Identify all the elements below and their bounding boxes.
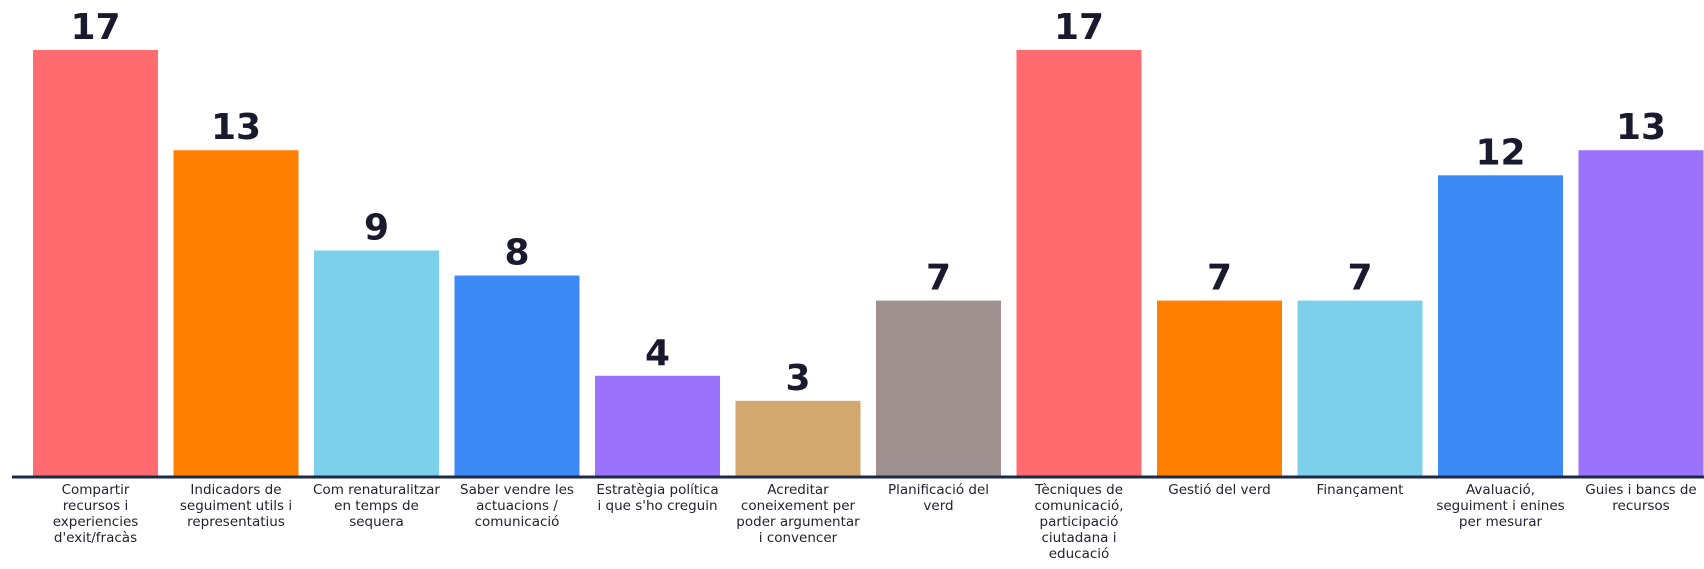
category-label: Guies i bancs de recursos [1585,482,1697,514]
category-label: Compartir recursos i experiencies d'exit… [52,482,139,546]
bar [876,300,1001,476]
category-label: Com renaturalitzar en temps de sequera [313,482,440,530]
category-label: Indicadors de seguiment utils i represen… [179,482,293,530]
bar [454,275,580,476]
data-label: 12 [1475,132,1525,173]
category-label: Tècniques de comunicació, participació c… [1034,482,1124,562]
bar [173,150,299,476]
data-label: 7 [1207,258,1232,299]
category-label: Estratègia política i que s'ho creguin [596,482,719,514]
bar [33,50,158,476]
category-label: Planificació del verd [887,482,990,514]
data-label: 4 [645,333,670,374]
category-label: Gestió del verd [1168,482,1271,498]
category-label: Avaluació, seguiment i enines per mesura… [1436,482,1565,530]
category-label: Acreditar coneixement per poder argument… [736,482,860,546]
category-label: Finançament [1316,482,1404,498]
category-label: Saber vendre les actuacions / comunicaci… [460,482,574,530]
bar [1578,150,1704,476]
bar [1157,300,1282,476]
bar [595,375,720,476]
bar [735,400,861,476]
data-label: 8 [504,233,529,274]
data-label: 9 [364,207,389,248]
bar [1016,50,1142,476]
data-label: 7 [1347,258,1372,299]
bar [314,250,439,476]
data-label: 7 [926,258,951,299]
data-label: 13 [1616,107,1666,148]
bar [1438,175,1563,476]
bar [1297,300,1423,476]
data-label: 17 [70,7,120,48]
data-label: 17 [1054,7,1104,48]
data-label: 13 [211,107,261,148]
data-label: 3 [785,358,810,399]
